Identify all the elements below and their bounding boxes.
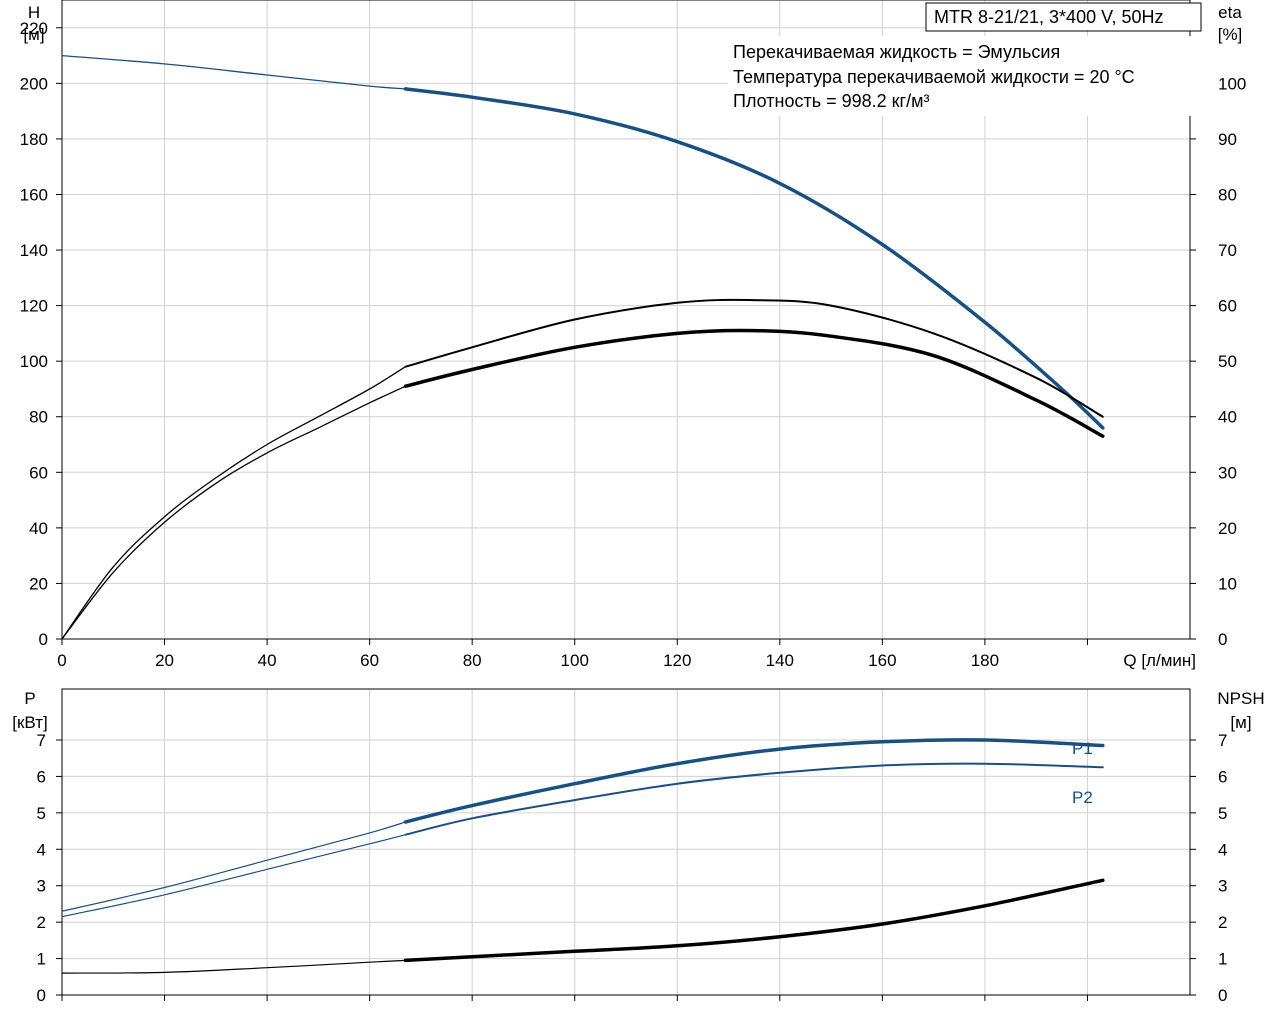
x-tick-label: 20: [155, 651, 174, 670]
npsh-tick-label: 4: [1218, 840, 1227, 859]
power-tick-label: 7: [37, 731, 46, 750]
x-tick-label: 40: [258, 651, 277, 670]
model-box: [925, 2, 1202, 32]
head-tick-label: 20: [29, 574, 48, 593]
plot-frame: [61, 688, 1191, 996]
head-tick-label: 160: [20, 185, 48, 204]
npsh-tick-label: 6: [1218, 767, 1227, 786]
x-tick-label: 160: [868, 651, 896, 670]
x-tick-label: 80: [463, 651, 482, 670]
p2-curve-extended: [61, 834, 407, 918]
eta-tick-label: 10: [1218, 574, 1237, 593]
eta-tick-label: 80: [1218, 185, 1237, 204]
p2-curve-operating: [404, 762, 1104, 836]
npsh-tick-label: 5: [1218, 804, 1227, 823]
x-tick-label: 60: [360, 651, 379, 670]
info-box: [728, 36, 1203, 116]
x-tick-label: 180: [971, 651, 999, 670]
x-tick-label: 0: [57, 651, 66, 670]
power-npsh-curves: [61, 738, 1105, 974]
eta-tick-label: 90: [1218, 130, 1237, 149]
npsh-tick-label: 3: [1218, 877, 1227, 896]
npsh-tick-label: 2: [1218, 913, 1227, 932]
npsh-axis-label: NPSH: [1217, 689, 1264, 708]
head-tick-label: 140: [20, 241, 48, 260]
npsh-curve-operating: [403, 878, 1105, 963]
head-tick-label: 80: [29, 408, 48, 427]
density-note: Плотность = 998.2 кг/м³: [733, 91, 929, 111]
eta-axis-label: eta: [1218, 3, 1242, 22]
eta-tick-label: 60: [1218, 297, 1237, 316]
head-efficiency-tick-labels: 0 20 40 60 80 100 120 140 160 1800204060801001201…: [20, 19, 1247, 670]
power-tick-label: 2: [37, 913, 46, 932]
head-axis-label: H: [28, 3, 40, 22]
power-axis-unit: [кВт]: [12, 713, 47, 732]
eta-tick-label: 50: [1218, 352, 1237, 371]
eta-tick-label: 20: [1218, 519, 1237, 538]
power-tick-label: 0: [37, 986, 46, 1005]
head-axis-unit: [м]: [23, 25, 44, 44]
plot-frame: [61, 0, 1191, 640]
power-tick-label: 6: [37, 767, 46, 786]
p1-series-label: P1: [1072, 739, 1093, 758]
eta-tick-label: 100: [1218, 74, 1246, 93]
eta-tick-label: 70: [1218, 241, 1237, 260]
head-tick-label: 40: [29, 519, 48, 538]
head-efficiency-chart: 0 20 40 60 80 100 120 140 160 1800204060801001201…: [20, 0, 1247, 670]
head-tick-label: 120: [20, 297, 48, 316]
npsh-tick-label: 1: [1218, 950, 1227, 969]
eta-tick-label: 30: [1218, 463, 1237, 482]
head-tick-label: 100: [20, 352, 48, 371]
eta-tick-label: 0: [1218, 630, 1227, 649]
eta_a-curve-operating: [404, 298, 1104, 418]
x-tick-label: 140: [766, 651, 794, 670]
model-label: MTR 8-21/21, 3*400 V, 50Hz: [934, 7, 1163, 27]
x-tick-label: 120: [663, 651, 691, 670]
head-tick-label: 60: [29, 463, 48, 482]
head-efficiency-curves: [61, 54, 1105, 640]
npsh-axis-unit: [м]: [1230, 713, 1251, 732]
liquid-note: Перекачиваемая жидкость = Эмульсия: [733, 42, 1060, 62]
head-tick-label: 180: [20, 130, 48, 149]
eta_b-curve-operating: [403, 328, 1105, 438]
head-tick-label: 220: [20, 19, 48, 38]
head-tick-label: 0: [39, 630, 48, 649]
eta_b-curve-extended: [61, 385, 407, 640]
power-npsh-tick-labels: 0 1 2 3 4 5 6 7 0 1 2 3 4 5 6 7: [37, 731, 1228, 1005]
p1-curve-operating: [403, 738, 1105, 824]
head-curve-extended: [61, 54, 407, 90]
power-tick-label: 1: [37, 950, 46, 969]
eta-axis-unit: [%]: [1218, 25, 1243, 44]
power-tick-label: 5: [37, 804, 46, 823]
eta_a-curve-extended: [61, 366, 407, 640]
power-axis-label: P: [24, 689, 35, 708]
temperature-note: Температура перекачиваемой жидкости = 20…: [733, 67, 1135, 87]
power-npsh-chart: 0 1 2 3 4 5 6 7 0 1 2 3 4 5 6 7 P [кВт] NPSH [м] P1 P2: [12, 688, 1265, 1005]
x-tick-label: 100: [561, 651, 589, 670]
head-efficiency-grid: [61, 0, 1191, 640]
power-tick-label: 3: [37, 877, 46, 896]
npsh-tick-label: 0: [1218, 986, 1227, 1005]
npsh-tick-label: 7: [1218, 731, 1227, 750]
power-tick-label: 4: [37, 840, 46, 859]
head-curve-operating: [403, 87, 1105, 430]
p1-curve-extended: [61, 821, 407, 912]
flow-axis-label: Q [л/мин]: [1123, 651, 1196, 670]
p2-series-label: P2: [1072, 788, 1093, 807]
npsh-curve-extended: [61, 959, 407, 974]
eta-tick-label: 40: [1218, 408, 1237, 427]
head-tick-label: 200: [20, 74, 48, 93]
